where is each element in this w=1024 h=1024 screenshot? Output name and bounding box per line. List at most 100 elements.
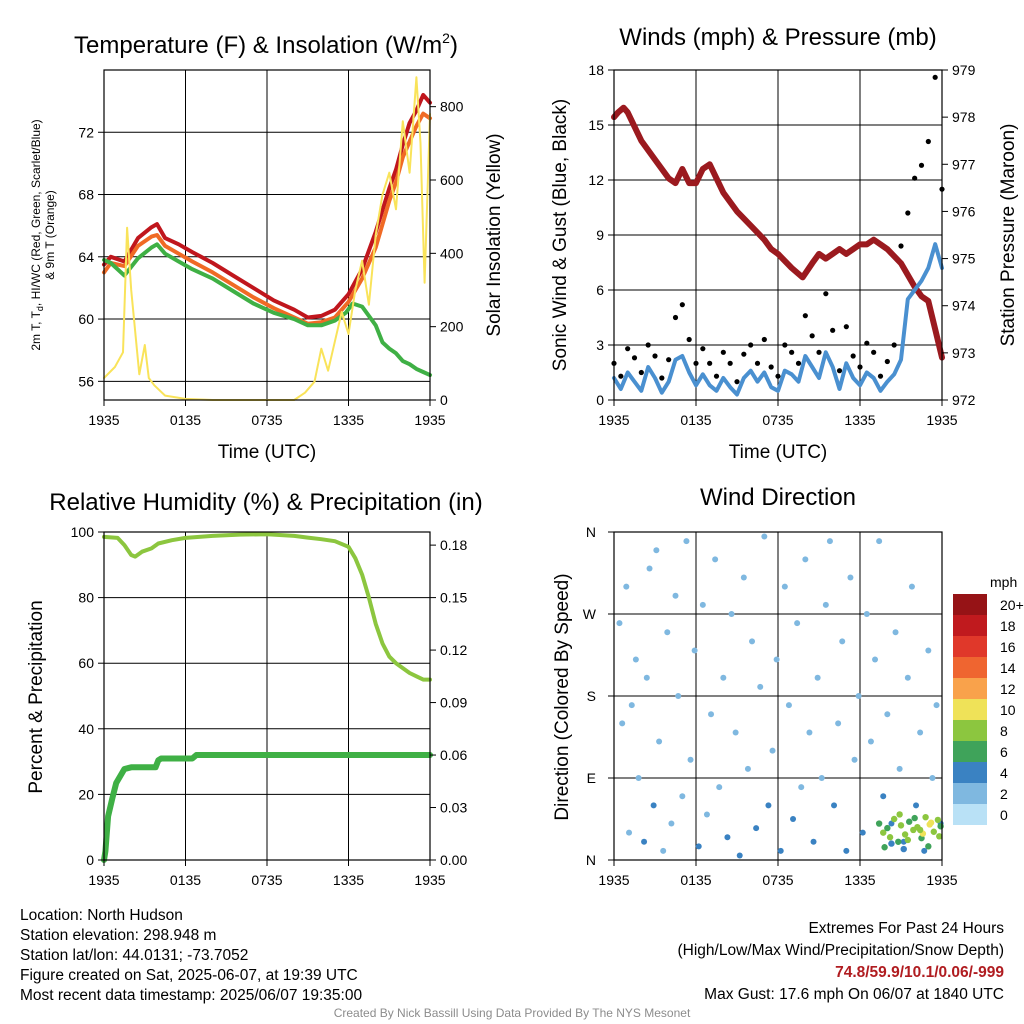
direction-point <box>855 693 862 699</box>
direction-point <box>703 811 710 818</box>
temperature-y2label: Solar Insolation (Yellow) <box>484 133 505 336</box>
x-tick-label: 1935 <box>88 872 119 888</box>
y-tick-label: W <box>583 606 597 622</box>
y-tick-label: 12 <box>588 172 604 188</box>
gust-point <box>761 336 767 343</box>
gust-point <box>912 175 918 181</box>
gust-point <box>631 355 638 361</box>
direction-point <box>896 765 903 772</box>
gust-point <box>823 291 829 297</box>
x-tick-label: 1935 <box>88 412 119 428</box>
x-tick-label: 0135 <box>170 872 201 888</box>
direction-point <box>753 825 760 832</box>
legend-swatch <box>953 741 987 762</box>
gust-point <box>816 349 822 355</box>
y-tick-label: 6 <box>596 282 604 298</box>
gust-point <box>679 302 685 308</box>
direction-point <box>691 647 698 654</box>
rh-line <box>102 532 432 682</box>
direction-point <box>716 784 723 791</box>
direction-point <box>628 702 635 709</box>
direction-point <box>895 838 902 845</box>
direction-point <box>930 828 937 835</box>
y2-tick-label: 0.03 <box>440 800 467 816</box>
legend-label: 0 <box>1000 807 1008 823</box>
direction-point <box>927 819 935 826</box>
direction-point <box>646 565 653 572</box>
direction-point <box>881 844 888 851</box>
direction-point <box>904 674 911 681</box>
direction-point <box>695 843 702 850</box>
direction-point <box>875 820 883 827</box>
legend-label: 6 <box>1000 744 1008 760</box>
y-tick-label: 3 <box>596 337 604 353</box>
direction-point <box>773 656 780 663</box>
gust-point <box>830 327 836 333</box>
direction-point <box>687 756 694 763</box>
gust-point <box>707 360 713 366</box>
y2-tick-label: 0.00 <box>440 852 467 868</box>
gust-point <box>727 360 733 366</box>
direction-point <box>921 847 928 854</box>
y2-tick-label: 0.09 <box>440 695 467 711</box>
extremes-heading: Extremes For Past 24 Hours <box>808 920 1004 937</box>
x-tick-label: 1935 <box>598 872 629 888</box>
legend-label: 20+ <box>1000 597 1024 613</box>
winds-ylabel: Sonic Wind & Gust (Blue, Black) <box>550 99 571 371</box>
y-tick-label: 80 <box>78 590 94 606</box>
direction-point <box>851 756 858 763</box>
direction-point <box>863 611 870 617</box>
gust-point <box>898 243 904 249</box>
direction-point <box>859 829 866 836</box>
direction-point <box>892 629 899 636</box>
y2-tick-label: 800 <box>440 99 464 115</box>
gust-point <box>720 349 726 355</box>
gust-point <box>843 324 849 330</box>
direction-point <box>616 620 623 627</box>
dewpoint-line <box>102 242 432 378</box>
gust-point <box>802 313 808 319</box>
direction-point <box>818 775 825 781</box>
direction-point <box>880 793 887 800</box>
temperature-ylabel-line2: & 9m T (Orange) <box>43 190 57 280</box>
legend-label: 10 <box>1000 702 1016 718</box>
winds-title: Winds (mph) & Pressure (mb) <box>619 24 936 51</box>
direction-point <box>880 829 887 836</box>
direction-point <box>623 583 630 590</box>
direction-point <box>925 647 932 654</box>
gust-point <box>659 375 665 381</box>
legend-title: mph <box>990 574 1017 590</box>
direction-point <box>802 556 809 563</box>
y2-tick-label: 0.06 <box>440 747 467 763</box>
direction-point <box>643 674 650 681</box>
gust-point <box>905 210 911 216</box>
gust-point <box>625 346 631 352</box>
gust-point <box>645 342 651 348</box>
x-tick-label: 0135 <box>680 412 711 428</box>
direction-point <box>626 829 633 836</box>
direction-point <box>699 601 706 608</box>
x-tick-label: 0735 <box>762 412 793 428</box>
gust-point <box>918 162 925 168</box>
direction-point <box>794 620 801 627</box>
legend-label: 18 <box>1000 618 1016 634</box>
direction-point <box>672 592 679 599</box>
gust-point <box>638 369 644 376</box>
gust-point <box>836 368 843 374</box>
max-gust: Max Gust: 17.6 mph On 06/07 at 1840 UTC <box>704 986 1004 1003</box>
gust-point <box>782 342 788 348</box>
gust-point <box>871 349 877 355</box>
extremes-values: 74.8/59.9/10.1/0.06/-999 <box>835 964 1004 981</box>
x-tick-label: 0735 <box>251 872 282 888</box>
y2-tick-label: 0.12 <box>440 642 467 658</box>
station-location: Location: North Hudson <box>20 907 183 924</box>
direction-point <box>843 847 850 854</box>
gust-point <box>891 342 897 348</box>
temperature-ylabel-line1: 2m T, Td, HI/WC (Red, Green, Scarlet/Blu… <box>29 119 45 350</box>
direction-point <box>896 811 903 818</box>
direction-point <box>806 729 813 736</box>
y2-tick-label: 975 <box>952 251 976 267</box>
direction-point <box>757 683 764 690</box>
gust-point <box>741 351 747 357</box>
gust-point <box>884 358 890 365</box>
